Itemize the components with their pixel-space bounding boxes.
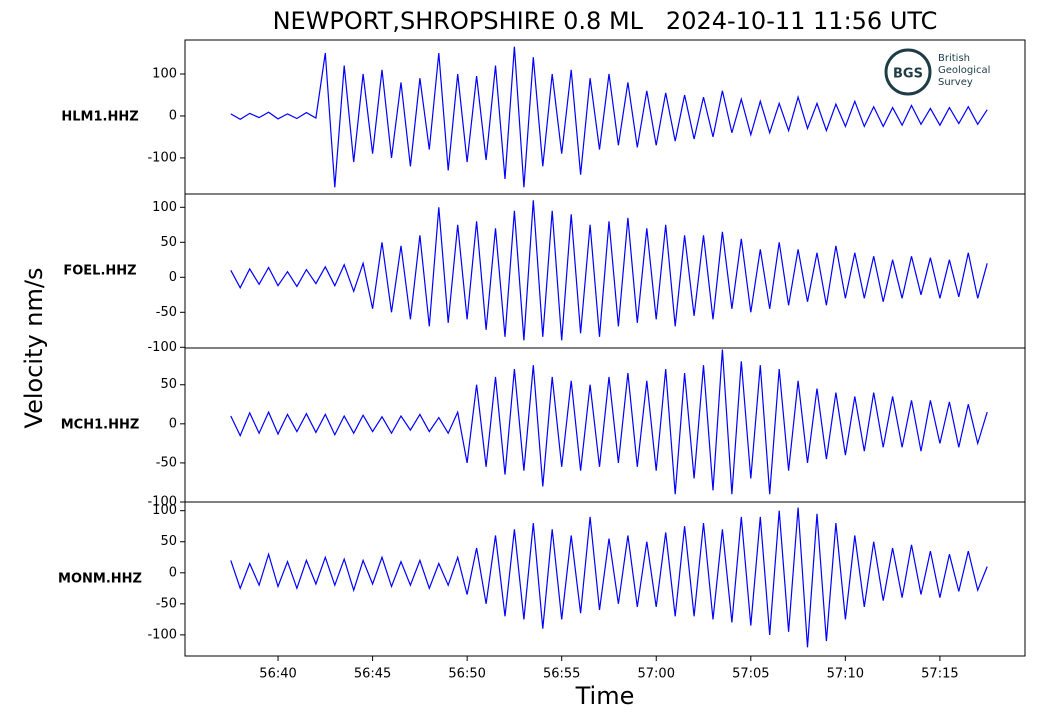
panel-frame — [184, 501, 1026, 657]
trace-label: MONM.HHZ — [58, 572, 142, 587]
y-tick-label: 0 — [169, 270, 177, 285]
y-tick-label: -50 — [156, 455, 177, 470]
waveform — [230, 507, 988, 648]
logo-text: Survey — [938, 77, 973, 88]
y-tick-label: -100 — [147, 627, 177, 642]
y-tick-label: 50 — [160, 235, 177, 250]
y-tick-label: 0 — [169, 416, 177, 431]
trace-label: FOEL.HHZ — [63, 264, 136, 279]
y-tick-label: -100 — [147, 150, 177, 165]
y-tick-label: 0 — [169, 565, 177, 580]
y-tick-label: 50 — [160, 534, 177, 549]
x-tick-label: 56:45 — [354, 667, 391, 682]
x-tick-label: 57:05 — [732, 667, 769, 682]
y-tick-label: 100 — [152, 503, 177, 518]
y-axis-label: Velocity nm/s — [20, 268, 48, 429]
logo-text: Geological — [938, 65, 990, 76]
x-tick-label: 57:15 — [921, 667, 958, 682]
logo: BGS British Geological Survey — [884, 48, 990, 96]
x-tick-label: 56:50 — [448, 667, 485, 682]
chart-title: NEWPORT,SHROPSHIRE 0.8 ML 2024-10-11 11:… — [273, 7, 938, 35]
waveform — [230, 46, 988, 188]
y-tick-label: -50 — [156, 305, 177, 320]
trace-label: MCH1.HHZ — [61, 418, 140, 433]
logo-text: British — [938, 53, 970, 64]
trace-label: HLM1.HHZ — [61, 110, 138, 125]
x-tick-label: 56:40 — [259, 667, 296, 682]
y-tick-label: -50 — [156, 596, 177, 611]
y-tick-label: 100 — [152, 200, 177, 215]
waveform — [230, 200, 988, 341]
x-tick-label: 57:00 — [638, 667, 675, 682]
y-tick-label: -100 — [147, 340, 177, 355]
x-tick-label: 57:10 — [827, 667, 864, 682]
waveform — [230, 349, 988, 495]
logo-ring — [884, 48, 932, 96]
y-tick-label: -100 — [147, 495, 177, 510]
y-tick-label: 50 — [160, 377, 177, 392]
x-tick-label: 56:55 — [543, 667, 580, 682]
logo-abbr: BGS — [893, 67, 923, 82]
x-axis-label: Time — [575, 682, 635, 710]
y-tick-label: 100 — [152, 66, 177, 81]
y-tick-label: 0 — [169, 108, 177, 123]
